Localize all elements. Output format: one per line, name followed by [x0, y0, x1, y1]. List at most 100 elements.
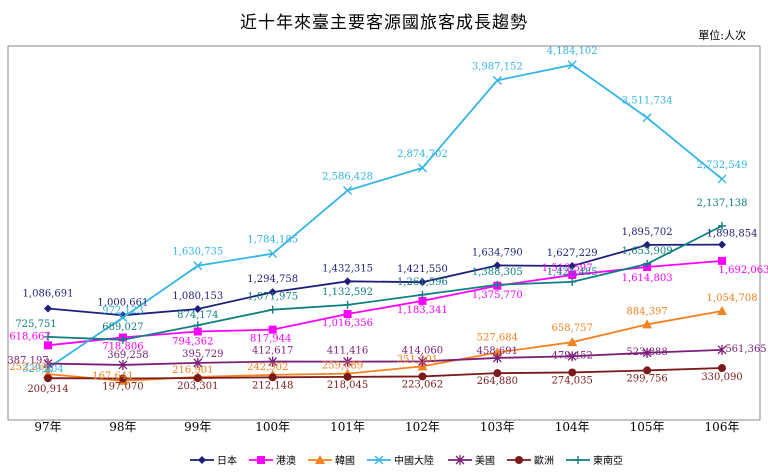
series-line-歐洲 [47, 367, 723, 380]
chart-title: 近十年來臺主要客源國旅客成長趨勢 [240, 13, 528, 33]
data-label-東南亞-98年: 689,027 [102, 322, 143, 333]
data-point-東南亞-101年 [343, 300, 352, 309]
data-point-日本-100年 [268, 288, 277, 297]
data-point-美國-102年 [417, 356, 427, 367]
data-point-中國大陸-98年 [118, 313, 128, 323]
x-tick-label-97年: 97年 [34, 420, 61, 434]
data-label-歐洲-99年: 203,301 [177, 381, 218, 392]
data-point-中國大陸-106年 [717, 174, 727, 184]
data-point-港澳-104年 [568, 270, 577, 279]
data-label-美國-99年: 395,729 [182, 349, 223, 360]
data-point-歐洲-106年 [718, 364, 726, 373]
legend-item-港澳: 港澳 [249, 454, 296, 467]
x-tick-label-100年: 100年 [255, 420, 290, 434]
x-tick-label-105年: 105年 [630, 420, 665, 434]
legend-item-歐洲: 歐洲 [507, 454, 554, 467]
data-label-layer: 1,086,691 1,000,661 1,080,153 1,294,758 1,43… [7, 46, 768, 395]
series-line-東南亞 [47, 225, 723, 341]
series-東南亞 [44, 221, 726, 344]
legend-label-中國大陸: 中國大陸 [394, 454, 434, 467]
data-point-中國大陸-102年 [417, 163, 427, 173]
data-point-美國-106年 [717, 344, 727, 355]
data-point-美國-101年 [343, 356, 353, 367]
data-point-東南亞-102年 [418, 290, 427, 299]
data-label-韓國-106年: 1,054,708 [707, 293, 758, 304]
data-label-港澳-103年: 1,375,770 [472, 290, 523, 301]
data-point-中國大陸-100年 [268, 249, 278, 259]
legend-marker-美國 [455, 455, 465, 465]
data-label-歐洲-101年: 218,045 [327, 380, 368, 391]
legend-item-美國: 美國 [448, 454, 495, 467]
data-label-中國大陸-103年: 3,987,152 [472, 61, 523, 72]
legend-label-東南亞: 東南亞 [593, 454, 623, 467]
data-label-歐洲-102年: 223,062 [402, 379, 443, 390]
data-point-日本-104年 [568, 261, 577, 270]
data-label-東南亞-102年: 1,261,596 [397, 277, 448, 288]
data-label-中國大陸-106年: 2,732,549 [697, 160, 748, 171]
legend-item-東南亞: 東南亞 [566, 454, 623, 467]
data-label-美國-106年: 561,365 [725, 344, 766, 355]
data-label-中國大陸-105年: 3,511,734 [622, 96, 673, 107]
data-point-中國大陸-103年 [492, 75, 502, 85]
data-label-歐洲-106年: 330,090 [701, 372, 742, 383]
data-point-東南亞-98年 [118, 335, 127, 344]
data-point-日本-105年 [643, 240, 652, 249]
data-point-港澳-101年 [343, 310, 352, 319]
data-label-港澳-101年: 1,016,356 [322, 318, 373, 329]
data-point-日本-98年 [118, 311, 127, 320]
series-韓國 [43, 306, 727, 385]
data-label-日本-104年: 1,627,229 [547, 248, 598, 259]
data-label-東南亞-105年: 1,653,909 [622, 246, 673, 257]
data-label-韓國-97年: 252,266 [9, 362, 50, 373]
data-label-美國-101年: 411,416 [327, 346, 368, 357]
data-point-歐洲-105年 [643, 366, 652, 375]
data-label-東南亞-104年: 1,425,485 [547, 267, 598, 278]
unit-label: 單位:人次 [698, 29, 746, 42]
data-point-中國大陸-104年 [567, 60, 577, 70]
data-label-港澳-100年: 817,944 [250, 334, 291, 345]
data-point-東南亞-103年 [493, 280, 502, 289]
data-point-日本-106年 [718, 240, 726, 249]
legend-marker-歐洲 [515, 456, 523, 464]
data-label-港澳-106年: 1,692,063 [719, 265, 768, 276]
data-point-港澳-106年 [718, 256, 726, 265]
x-tick-label-102年: 102年 [405, 420, 440, 434]
data-label-韓國-98年: 167,641 [92, 371, 133, 382]
x-tick-label-104年: 104年 [555, 420, 590, 434]
data-label-東南亞-103年: 1,388,305 [472, 267, 523, 278]
data-point-歐洲-101年 [343, 372, 352, 381]
series-layer [43, 60, 727, 385]
legend-label-歐洲: 歐洲 [534, 454, 554, 467]
data-label-港澳-102年: 1,183,341 [397, 305, 448, 316]
data-label-東南亞-97年: 725,751 [15, 319, 56, 330]
x-tick-label-103年: 103年 [480, 420, 515, 434]
data-label-歐洲-98年: 197,070 [102, 381, 143, 392]
data-point-美國-99年 [193, 357, 203, 368]
data-label-歐洲-103年: 264,880 [477, 376, 518, 387]
data-point-歐洲-98年 [118, 374, 127, 383]
data-label-中國大陸-97年: 329,204 [22, 364, 63, 375]
x-tick-label-98年: 98年 [109, 420, 136, 434]
data-label-美國-100年: 412,617 [252, 346, 293, 357]
legend-label-美國: 美國 [475, 454, 495, 467]
data-label-美國-98年: 369,258 [107, 350, 148, 361]
data-point-歐洲-104年 [568, 368, 577, 377]
data-point-日本-103年 [493, 261, 502, 270]
data-label-中國大陸-99年: 1,630,735 [172, 247, 223, 258]
data-point-美國-97年 [43, 358, 53, 369]
legend-item-韓國: 韓國 [308, 455, 355, 467]
data-point-東南亞-105年 [643, 259, 652, 268]
data-label-日本-103年: 1,634,790 [472, 247, 523, 258]
data-point-東南亞-100年 [268, 305, 277, 314]
series-line-日本 [47, 243, 723, 317]
data-label-港澳-99年: 794,362 [172, 337, 213, 348]
data-point-歐洲-100年 [268, 373, 277, 382]
data-label-韓國-99年: 216,901 [172, 365, 213, 376]
data-point-歐洲-103年 [493, 369, 502, 378]
data-point-韓國-103年 [492, 347, 503, 357]
data-point-東南亞-106年 [718, 221, 726, 230]
data-label-日本-106年: 1,898,854 [707, 229, 758, 240]
data-label-日本-102年: 1,421,550 [397, 264, 448, 275]
data-label-韓國-102年: 351,301 [397, 354, 438, 365]
legend-marker-韓國 [315, 455, 325, 464]
